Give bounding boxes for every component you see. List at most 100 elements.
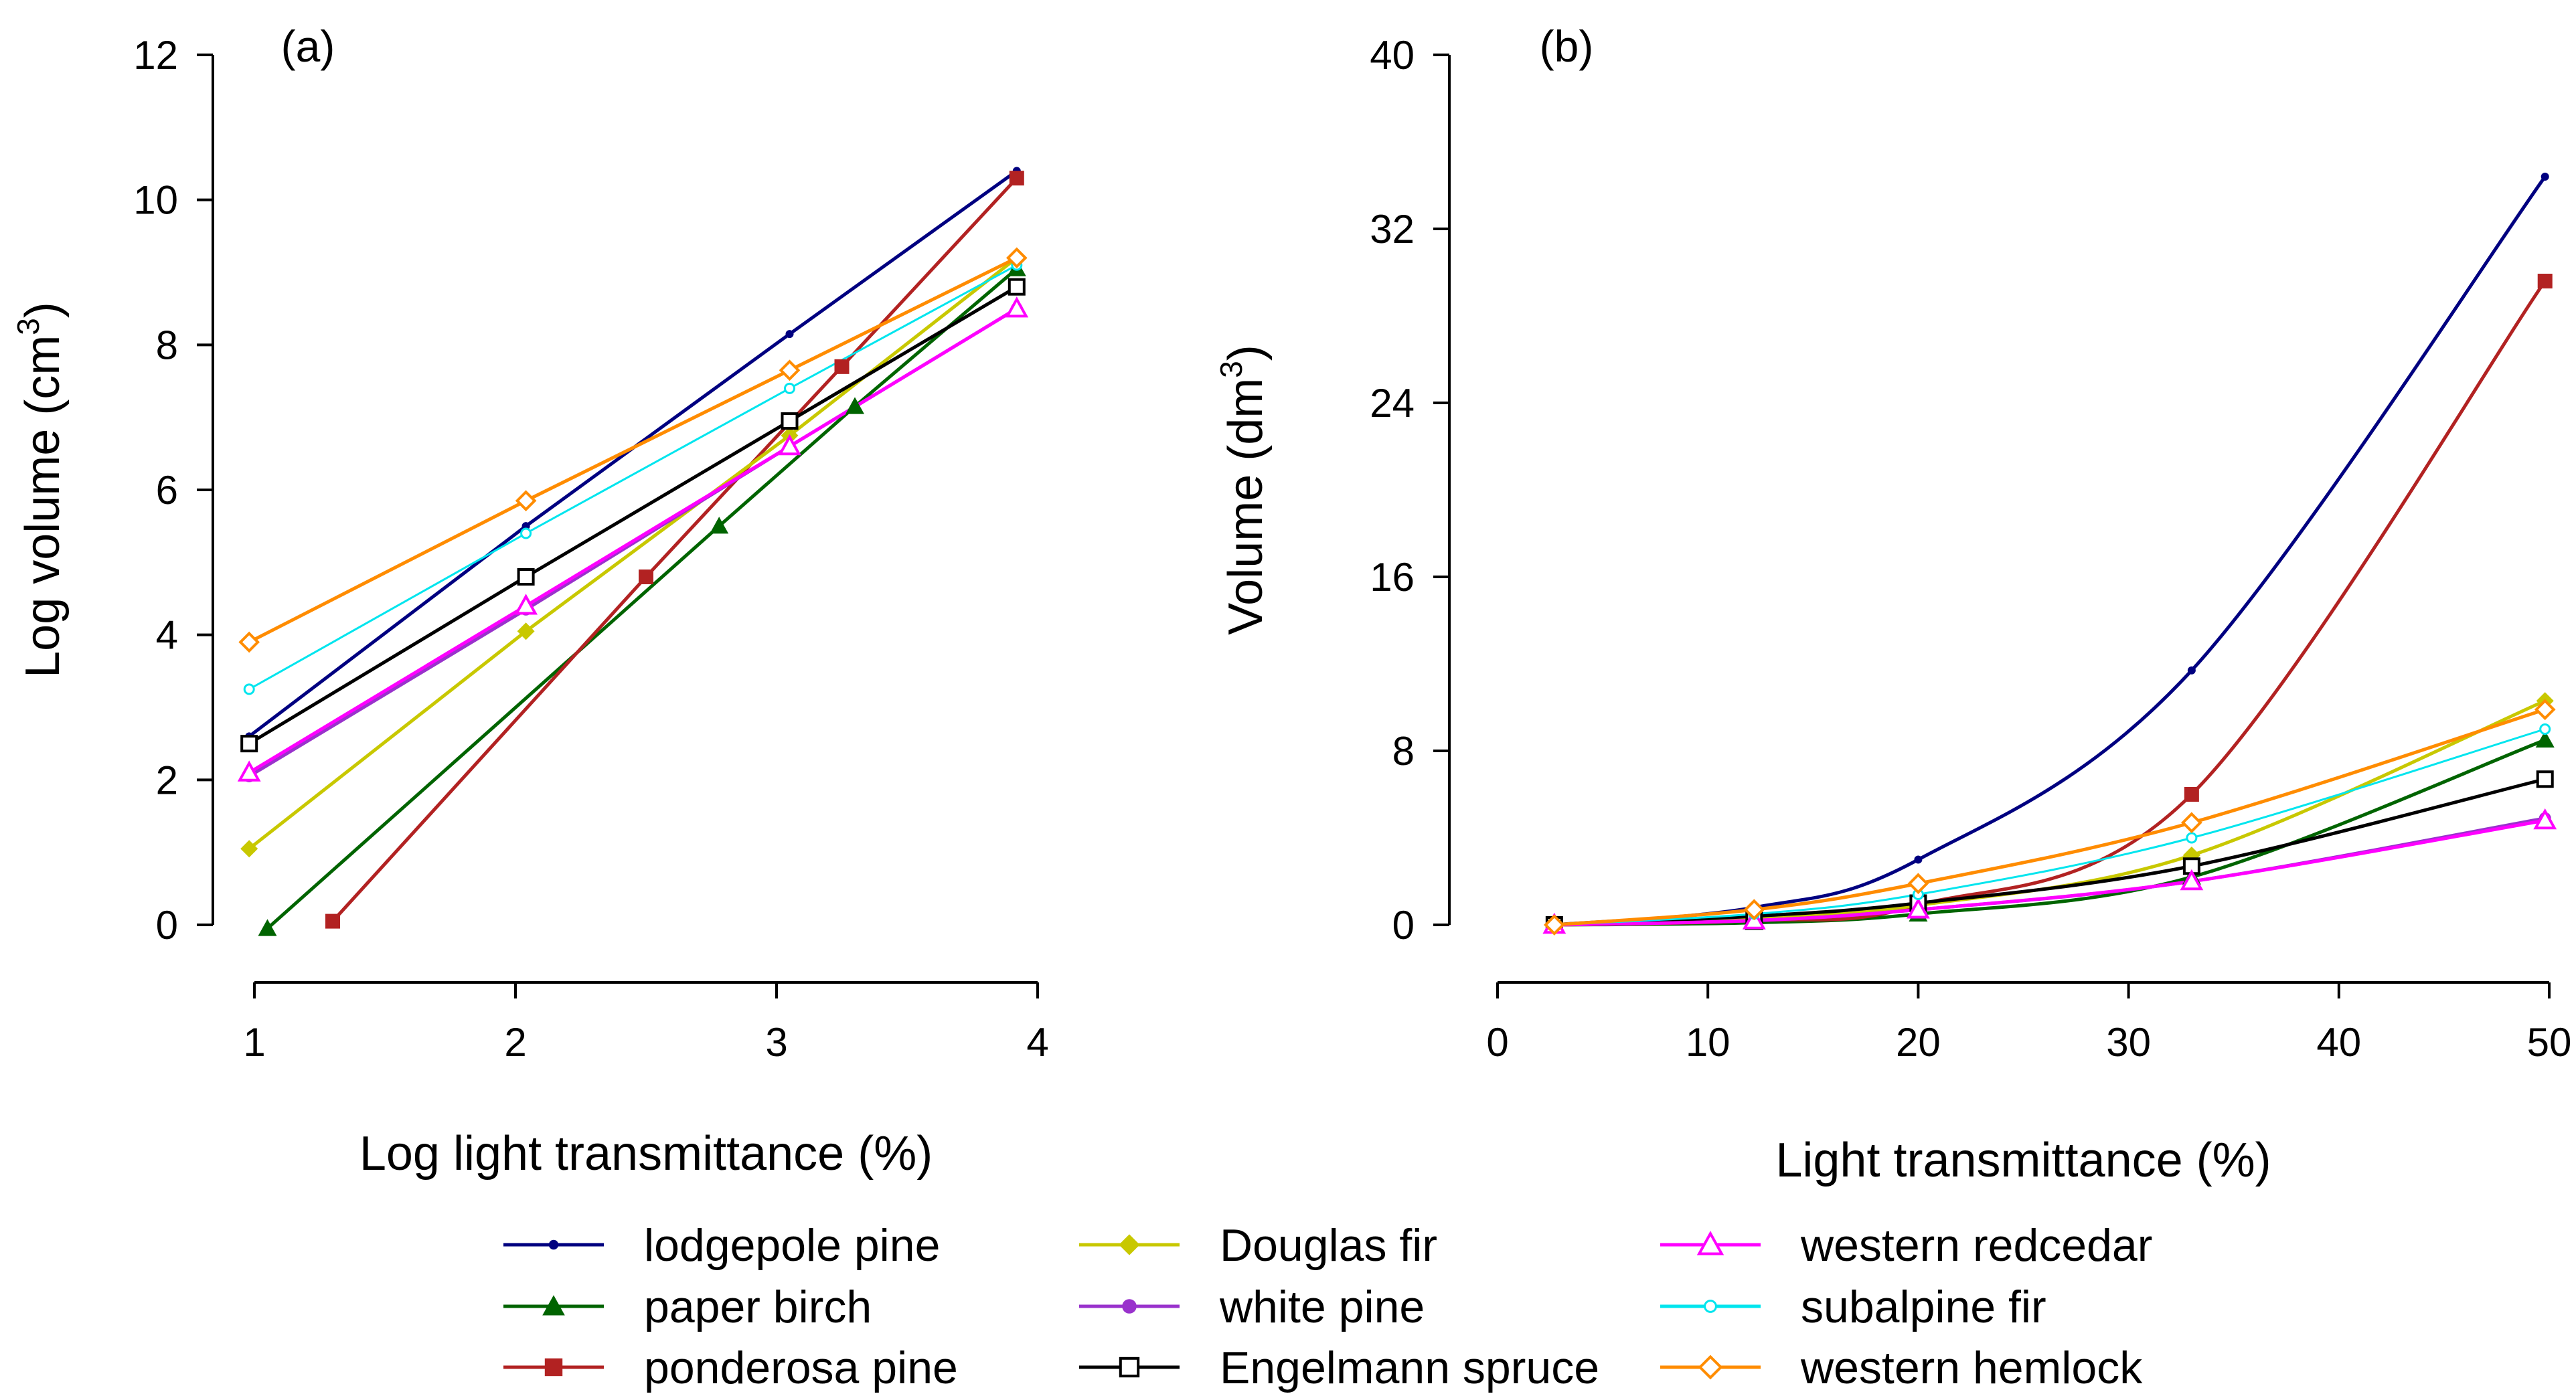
data-point-western-redcedar: [2533, 808, 2557, 830]
y-tick-label: 4: [156, 613, 178, 658]
legend-marker-white-pine: [1122, 1299, 1137, 1314]
legend-marker-western-hemlock: [1698, 1355, 1723, 1380]
data-point-paper-birch: [710, 517, 729, 534]
x-tick-label: 30: [2106, 1020, 2151, 1065]
data-point-western-hemlock: [515, 490, 537, 512]
y-tick-label: 6: [156, 468, 178, 513]
legend-label-engelmann-spruce: Engelmann spruce: [1220, 1342, 1599, 1393]
data-point-douglas-fir: [240, 840, 258, 858]
x-tick-label: 1: [243, 1020, 265, 1065]
legend-marker-paper-birch: [542, 1295, 565, 1316]
data-point-western-hemlock: [1544, 914, 1565, 936]
y-tick-label: 12: [133, 33, 178, 78]
data-point-lodgepole-pine: [2187, 666, 2196, 675]
x-tick-label: 4: [1026, 1020, 1048, 1065]
y-axis-title: Volume (dm3): [1214, 345, 1273, 635]
data-point-subalpine-fir: [2539, 723, 2551, 735]
legend: lodgepole pine paper birch ponderosa pine D…: [503, 1220, 2152, 1393]
legend-marker-engelmann-spruce: [1119, 1357, 1140, 1378]
y-tick-label: 40: [1370, 33, 1415, 78]
data-point-western-redcedar: [2180, 869, 2204, 891]
y-tick-label: 32: [1370, 207, 1415, 252]
x-axis-title: Log light transmittance (%): [359, 1127, 933, 1181]
series-line-western-redcedar: [248, 307, 1018, 774]
data-point-subalpine-fir: [784, 382, 795, 394]
data-point-western-hemlock: [779, 359, 801, 381]
x-tick-label: 50: [2527, 1020, 2572, 1065]
y-tick-label: 24: [1370, 381, 1415, 426]
y-axis-title-close: ): [1219, 345, 1273, 361]
x-tick-label: 0: [1486, 1020, 1508, 1065]
y-axis-title-text: Log volume (cm: [16, 335, 70, 678]
y-tick-label: 16: [1370, 555, 1415, 600]
legend-label-paper-birch: paper birch: [644, 1282, 872, 1332]
data-point-western-hemlock: [238, 631, 260, 653]
y-axis-title-superscript: 3: [11, 318, 46, 335]
series-line-lodgepole-pine: [248, 169, 1018, 738]
y-tick-label: 8: [156, 323, 178, 367]
series-line-douglas-fir: [248, 256, 1018, 851]
data-point-engelmann-spruce: [1008, 278, 1026, 296]
y-tick-label: 2: [156, 758, 178, 802]
legend-marker-lodgepole-pine: [548, 1239, 559, 1250]
series-line-douglas-fir: [1554, 699, 2546, 927]
series-line-western-hemlock: [248, 256, 1018, 644]
data-point-ponderosa-pine: [325, 913, 340, 929]
data-point-engelmann-spruce: [517, 568, 535, 586]
series-line-ponderosa-pine: [1554, 280, 2547, 927]
x-axis-title: Light transmittance (%): [1775, 1134, 2271, 1187]
series-line-western-hemlock: [1554, 707, 2546, 927]
data-point-western-hemlock: [1907, 873, 1929, 895]
data-point-western-redcedar: [1005, 296, 1029, 318]
data-point-western-redcedar: [514, 594, 538, 615]
y-axis-title: Log volume (cm3): [11, 302, 70, 678]
y-tick-label: 10: [133, 178, 178, 223]
data-point-ponderosa-pine: [639, 570, 653, 584]
data-point-ponderosa-pine: [2537, 274, 2553, 288]
legend-label-white-pine: white pine: [1219, 1282, 1425, 1332]
legend-label-western-redcedar: western redcedar: [1800, 1220, 2152, 1271]
series-line-subalpine-fir: [1554, 728, 2546, 926]
series-line-engelmann-spruce: [248, 285, 1018, 746]
data-point-ponderosa-pine: [1009, 171, 1024, 186]
y-axis-title-close: ): [16, 302, 70, 318]
data-point-engelmann-spruce: [240, 735, 258, 753]
series-line-white-pine: [1554, 816, 2546, 927]
data-point-western-redcedar: [237, 760, 261, 782]
panel-label: (b): [1540, 21, 1594, 71]
data-point-western-redcedar: [1907, 897, 1930, 919]
data-point-subalpine-fir: [243, 683, 255, 695]
y-tick-label: 0: [1392, 903, 1415, 948]
data-point-western-hemlock: [2181, 812, 2202, 834]
x-tick-label: 20: [1896, 1020, 1941, 1065]
data-point-engelmann-spruce: [781, 412, 799, 430]
y-tick-label: 8: [1392, 729, 1415, 774]
x-tick-label: 2: [504, 1020, 526, 1065]
legend-label-lodgepole-pine: lodgepole pine: [644, 1220, 940, 1271]
data-point-subalpine-fir: [2186, 832, 2198, 844]
y-axis-title-text: Volume (dm: [1219, 378, 1273, 635]
legend-label-western-hemlock: western hemlock: [1800, 1342, 2143, 1393]
legend-marker-western-redcedar: [1696, 1231, 1724, 1255]
data-point-lodgepole-pine: [785, 330, 794, 339]
legend-marker-ponderosa-pine: [544, 1358, 563, 1377]
panel-label: (a): [281, 21, 335, 71]
y-tick-label: 0: [156, 903, 178, 948]
y-axis-title-superscript: 3: [1214, 361, 1249, 378]
series-line-lodgepole-pine: [1554, 175, 2547, 927]
data-point-western-hemlock: [2534, 699, 2556, 721]
x-tick-label: 3: [765, 1020, 787, 1065]
panel-b: 0 8 16 24 32 40 0 10 20 30 40 50 (b) Light transmitta…: [1214, 21, 2571, 1187]
data-point-ponderosa-pine: [2184, 787, 2199, 802]
data-point-paper-birch: [2535, 730, 2555, 748]
legend-label-douglas-fir: Douglas fir: [1220, 1220, 1437, 1271]
data-point-ponderosa-pine: [834, 359, 850, 374]
series-line-western-redcedar: [1554, 818, 2546, 927]
legend-marker-douglas-fir: [1119, 1234, 1140, 1255]
data-point-subalpine-fir: [520, 527, 532, 539]
legend-marker-subalpine-fir: [1704, 1300, 1717, 1313]
data-point-douglas-fir: [517, 622, 535, 640]
series-line-subalpine-fir: [248, 264, 1018, 691]
